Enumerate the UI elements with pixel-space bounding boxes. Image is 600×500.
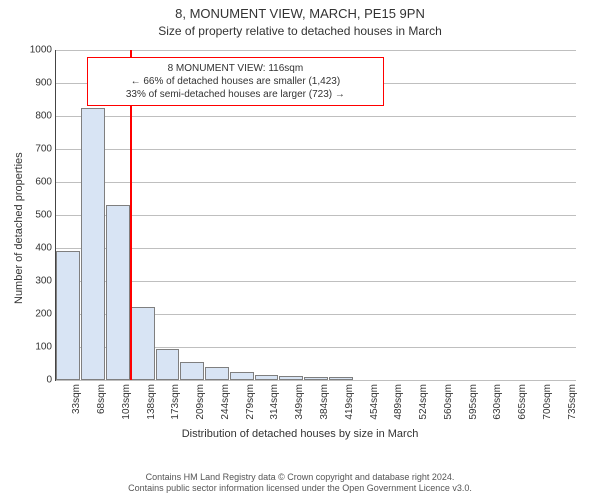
grid-line (56, 380, 576, 381)
x-tick-label: 209sqm (195, 384, 206, 420)
histogram-bar (180, 362, 204, 380)
histogram-bar (329, 377, 353, 380)
footer-line-1: Contains HM Land Registry data © Crown c… (0, 472, 600, 483)
histogram-bar (56, 251, 80, 380)
x-tick-label: 560sqm (443, 384, 454, 420)
x-tick-label: 103sqm (121, 384, 132, 420)
x-tick-label: 138sqm (146, 384, 157, 420)
chart-title-sub: Size of property relative to detached ho… (0, 24, 600, 38)
histogram-bar (131, 307, 155, 380)
y-tick-label: 900 (35, 78, 52, 89)
x-tick-label: 524sqm (418, 384, 429, 420)
x-tick-label: 735sqm (567, 384, 578, 420)
x-tick-label: 700sqm (542, 384, 553, 420)
x-tick-label: 279sqm (245, 384, 256, 420)
y-tick-label: 1000 (30, 45, 52, 56)
annotation-line: ← 66% of detached houses are smaller (1,… (94, 75, 376, 88)
chart-title-main: 8, MONUMENT VIEW, MARCH, PE15 9PN (0, 6, 600, 21)
y-axis-label: Number of detached properties (13, 152, 25, 304)
x-tick-label: 244sqm (220, 384, 231, 420)
x-tick-label: 384sqm (319, 384, 330, 420)
grid-line (56, 281, 576, 282)
x-tick-label: 419sqm (344, 384, 355, 420)
y-tick-label: 500 (35, 210, 52, 221)
y-tick-label: 0 (46, 375, 52, 386)
histogram-bar (156, 349, 180, 380)
x-tick-label: 454sqm (369, 384, 380, 420)
annotation-box: 8 MONUMENT VIEW: 116sqm← 66% of detached… (87, 57, 383, 106)
histogram-bar (304, 377, 328, 380)
y-tick-label: 300 (35, 276, 52, 287)
x-tick-label: 349sqm (294, 384, 305, 420)
y-tick-label: 100 (35, 342, 52, 353)
footer-line-2: Contains public sector information licen… (0, 483, 600, 494)
histogram-bar (205, 367, 229, 380)
histogram-bar (279, 376, 303, 380)
grid-line (56, 248, 576, 249)
grid-line (56, 149, 576, 150)
annotation-line: 8 MONUMENT VIEW: 116sqm (94, 62, 376, 75)
histogram-bar (81, 108, 105, 380)
grid-line (56, 50, 576, 51)
x-axis-label: Distribution of detached houses by size … (0, 428, 600, 440)
x-tick-label: 33sqm (71, 384, 82, 414)
x-tick-label: 68sqm (96, 384, 107, 414)
y-tick-label: 700 (35, 144, 52, 155)
y-tick-label: 800 (35, 111, 52, 122)
y-tick-label: 400 (35, 243, 52, 254)
x-tick-label: 314sqm (269, 384, 280, 420)
x-tick-label: 489sqm (393, 384, 404, 420)
x-tick-label: 173sqm (170, 384, 181, 420)
x-tick-label: 595sqm (468, 384, 479, 420)
histogram-bar (230, 372, 254, 380)
y-tick-label: 200 (35, 309, 52, 320)
annotation-line: 33% of semi-detached houses are larger (… (94, 88, 376, 101)
histogram-bar (255, 375, 279, 380)
histogram-plot-area: 0100200300400500600700800900100033sqm68s… (55, 50, 576, 381)
grid-line (56, 182, 576, 183)
histogram-bar (106, 205, 130, 380)
grid-line (56, 116, 576, 117)
x-tick-label: 665sqm (517, 384, 528, 420)
attribution-footer: Contains HM Land Registry data © Crown c… (0, 472, 600, 495)
grid-line (56, 215, 576, 216)
y-tick-label: 600 (35, 177, 52, 188)
x-tick-label: 630sqm (492, 384, 503, 420)
